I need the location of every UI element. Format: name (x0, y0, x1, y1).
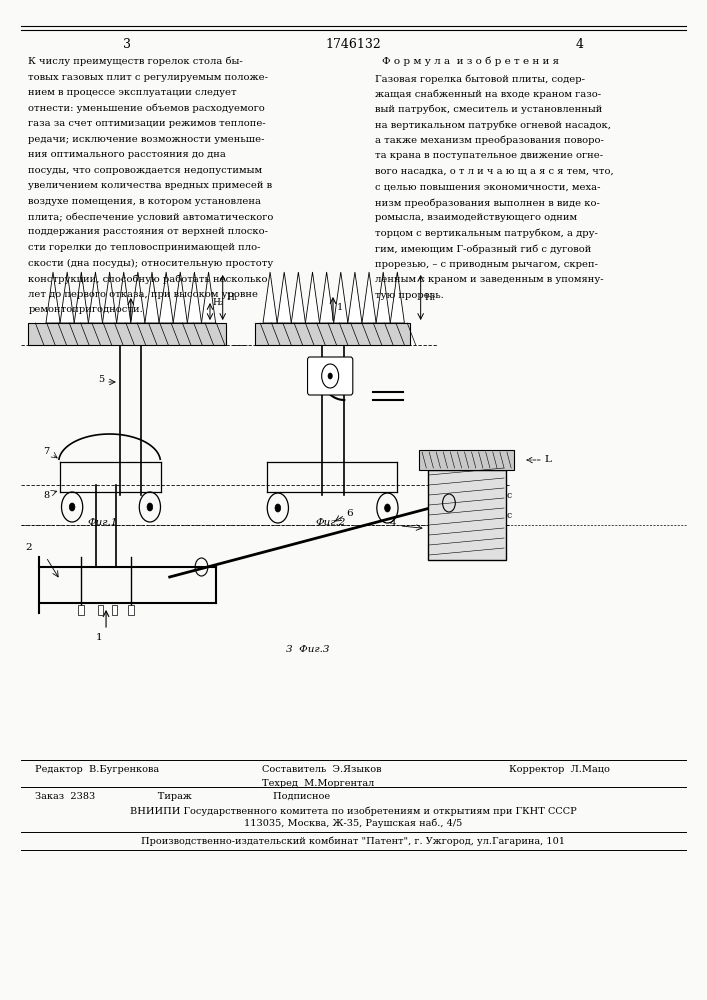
FancyBboxPatch shape (28, 323, 226, 345)
Text: лет до первого отказа, при высоком уровне: лет до первого отказа, при высоком уровн… (28, 290, 258, 299)
Text: увеличением количества вредных примесей в: увеличением количества вредных примесей … (28, 181, 272, 190)
Circle shape (328, 373, 332, 379)
Text: К числу преимуществ горелок стола бы-: К числу преимуществ горелок стола бы- (28, 57, 243, 66)
Bar (255, 323, 410, 345)
Bar (128, 605, 134, 615)
Polygon shape (376, 272, 390, 323)
Text: 2: 2 (25, 542, 32, 552)
Text: Корректор  Л.Мацо: Корректор Л.Мацо (509, 765, 610, 774)
Text: L: L (544, 456, 551, 464)
Polygon shape (74, 272, 88, 323)
Text: тую прорезь.: тую прорезь. (375, 291, 443, 300)
Polygon shape (117, 272, 131, 323)
Circle shape (69, 503, 75, 511)
Text: Фиг.1: Фиг.1 (88, 518, 117, 527)
Text: ромысла, взаимодействующего одним: ромысла, взаимодействующего одним (375, 214, 577, 223)
Polygon shape (263, 272, 277, 323)
Text: гим, имеющим Г-образный гиб с дуговой: гим, имеющим Г-образный гиб с дуговой (375, 244, 591, 254)
Polygon shape (277, 272, 291, 323)
Text: H₂: H₂ (212, 298, 223, 307)
Text: 3: 3 (123, 38, 132, 51)
Text: 7: 7 (43, 448, 49, 456)
Text: 113035, Москва, Ж-35, Раушская наб., 4/5: 113035, Москва, Ж-35, Раушская наб., 4/5 (245, 819, 462, 828)
Text: поддержания расстояния от верхней плоско-: поддержания расстояния от верхней плоско… (28, 228, 268, 236)
Polygon shape (348, 272, 362, 323)
FancyBboxPatch shape (308, 357, 353, 395)
Circle shape (385, 504, 390, 512)
Text: конструкции, способную работать несколько: конструкции, способную работать нескольк… (28, 274, 268, 284)
FancyBboxPatch shape (428, 470, 506, 560)
Text: с целью повышения экономичности, меха-: с целью повышения экономичности, меха- (375, 182, 600, 192)
Text: вый патрубок, смеситель и установленный: вый патрубок, смеситель и установленный (375, 105, 602, 114)
Text: вого насадка, о т л и ч а ю щ а я с я тем, что,: вого насадка, о т л и ч а ю щ а я с я те… (375, 167, 614, 176)
Text: 1746132: 1746132 (326, 38, 381, 51)
Text: посуды, что сопровождается недопустимым: посуды, что сопровождается недопустимым (28, 166, 262, 175)
Text: товых газовых плит с регулируемым положе-: товых газовых плит с регулируемым положе… (28, 73, 268, 82)
Text: Составитель  Э.Языков: Составитель Э.Языков (262, 765, 381, 774)
Polygon shape (145, 272, 159, 323)
Text: скости (дна посуды); относительную простоту: скости (дна посуды); относительную прост… (28, 259, 274, 268)
Text: нием в процессе эксплуатации следует: нием в процессе эксплуатации следует (28, 88, 237, 97)
Polygon shape (159, 272, 173, 323)
Text: низм преобразования выполнен в виде ко-: низм преобразования выполнен в виде ко- (375, 198, 600, 208)
Text: ленным с краном и заведенным в упомяну-: ленным с краном и заведенным в упомяну- (375, 275, 603, 284)
Text: Производственно-издательский комбинат "Патент", г. Ужгород, ул.Гагарина, 101: Производственно-издательский комбинат "П… (141, 837, 566, 846)
Polygon shape (390, 272, 404, 323)
Bar (78, 605, 84, 615)
Polygon shape (362, 272, 376, 323)
Text: а также механизм преобразования поворо-: а также механизм преобразования поворо- (375, 136, 604, 145)
Text: 1: 1 (337, 304, 343, 312)
Text: Ф о р м у л а  и з о б р е т е н и я: Ф о р м у л а и з о б р е т е н и я (382, 57, 559, 66)
Text: ВНИИПИ Государственного комитета по изобретениям и открытиям при ГКНТ СССР: ВНИИПИ Государственного комитета по изоб… (130, 806, 577, 816)
Text: H₁: H₁ (424, 293, 436, 302)
Polygon shape (291, 272, 305, 323)
Text: сти горелки до тепловоспринимающей пло-: сти горелки до тепловоспринимающей пло- (28, 243, 261, 252)
Polygon shape (305, 272, 320, 323)
Text: редачи; исключение возможности уменьше-: редачи; исключение возможности уменьше- (28, 135, 265, 144)
Text: Газовая горелка бытовой плиты, содер-: Газовая горелка бытовой плиты, содер- (375, 74, 585, 84)
Text: ния оптимального расстояния до дна: ния оптимального расстояния до дна (28, 150, 226, 159)
Text: прорезью, – с приводным рычагом, скреп-: прорезью, – с приводным рычагом, скреп- (375, 260, 597, 269)
Text: 8: 8 (43, 490, 49, 499)
Text: c: c (507, 490, 512, 499)
Text: 4: 4 (575, 38, 584, 51)
Text: 4: 4 (390, 520, 396, 528)
Circle shape (275, 504, 281, 512)
Text: плита; обеспечение условий автоматического: плита; обеспечение условий автоматическо… (28, 212, 274, 222)
Text: H₁: H₁ (226, 293, 238, 302)
Polygon shape (131, 272, 145, 323)
Polygon shape (46, 272, 60, 323)
Text: газа за счет оптимизации режимов теплопе-: газа за счет оптимизации режимов теплопе… (28, 119, 266, 128)
Text: отнести: уменьшение объемов расходуемого: отнести: уменьшение объемов расходуемого (28, 104, 265, 113)
Polygon shape (334, 272, 348, 323)
Polygon shape (187, 272, 201, 323)
Bar (112, 605, 117, 615)
Bar (98, 605, 103, 615)
Text: c: c (507, 510, 512, 520)
Text: та крана в поступательное движение огне-: та крана в поступательное движение огне- (375, 151, 603, 160)
Bar (419, 450, 514, 470)
Circle shape (147, 503, 153, 511)
Polygon shape (320, 272, 334, 323)
Polygon shape (60, 272, 74, 323)
Text: торцом с вертикальным патрубком, а дру-: торцом с вертикальным патрубком, а дру- (375, 229, 597, 238)
Polygon shape (88, 272, 103, 323)
Text: 5: 5 (98, 375, 105, 384)
Text: Фиг.2: Фиг.2 (316, 518, 346, 527)
Polygon shape (173, 272, 187, 323)
Text: 1: 1 (96, 633, 103, 642)
Text: Заказ  2383                    Тираж                          Подписное: Заказ 2383 Тираж Подписное (35, 792, 330, 801)
Text: жащая снабженный на входе краном газо-: жащая снабженный на входе краном газо- (375, 89, 601, 99)
Text: 6: 6 (346, 508, 353, 518)
Text: воздухе помещения, в котором установлена: воздухе помещения, в котором установлена (28, 197, 262, 206)
Text: Редактор  В.Бугренкова: Редактор В.Бугренкова (35, 765, 160, 774)
Text: ремонтопригодности.: ремонтопригодности. (28, 305, 143, 314)
Text: 3  Фиг.3: 3 Фиг.3 (286, 645, 330, 654)
Text: Техред  М.Моргентал: Техред М.Моргентал (262, 779, 374, 788)
Text: на вертикальном патрубке огневой насадок,: на вертикальном патрубке огневой насадок… (375, 120, 611, 130)
Polygon shape (201, 272, 216, 323)
Polygon shape (103, 272, 117, 323)
